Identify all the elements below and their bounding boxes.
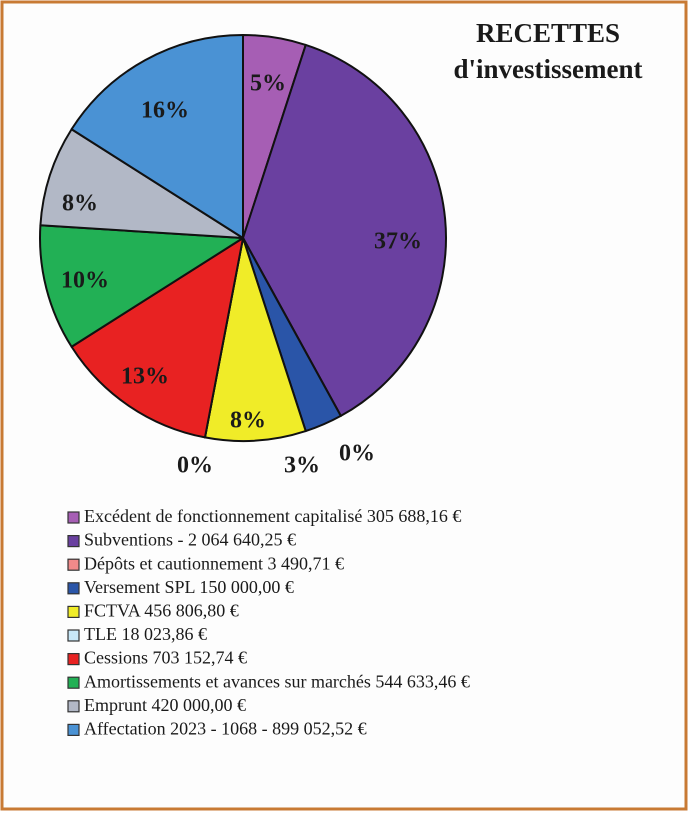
legend-swatch — [67, 652, 80, 666]
pie-slice — [39, 224, 244, 348]
legend-label: Versement SPL 150 000,00 € — [84, 577, 294, 597]
slice-label: 0% — [177, 453, 213, 479]
legend-label: TLE 18 023,86 € — [84, 624, 207, 644]
pie-slice — [39, 128, 244, 239]
legend-swatch — [67, 676, 80, 689]
pie-slice — [70, 237, 244, 439]
legend-label: FCTVA 456 806,80 € — [84, 601, 239, 621]
pie-slice — [242, 43, 447, 417]
slice-label: 16% — [141, 98, 189, 124]
legend-swatch — [67, 605, 80, 619]
legend-swatch — [67, 582, 80, 595]
chart-title: RECETTES — [476, 18, 620, 48]
legend-label: Cessions 703 152,74 € — [84, 648, 247, 668]
legend-swatch — [67, 723, 80, 737]
slice-label: 3% — [284, 453, 320, 479]
pie-slice — [203, 237, 307, 442]
pie-slice — [70, 34, 244, 239]
legend-swatch — [67, 629, 80, 642]
chart-subtitle: d'investissement — [454, 54, 643, 84]
slice-label: 37% — [374, 229, 422, 255]
slice-label: 8% — [62, 191, 98, 217]
slice-label: 13% — [121, 364, 169, 390]
legend-swatch — [67, 534, 80, 548]
legend-label: Amortissements et avances sur marchés 54… — [84, 671, 470, 691]
legend-label: Subventions - 2 064 640,25 € — [84, 530, 296, 550]
slice-label: 8% — [230, 408, 266, 434]
legend-label: Dépôts et cautionnement 3 490,71 € — [84, 553, 344, 573]
slice-label: 5% — [250, 71, 286, 97]
legend-swatch — [67, 558, 80, 571]
legend-label: Emprunt 420 000,00 € — [84, 695, 246, 715]
legend-label: Excédent de fonctionnement capitalisé 30… — [84, 506, 461, 526]
slice-label: 10% — [61, 268, 109, 294]
legend-swatch — [67, 511, 80, 524]
legend-swatch — [67, 700, 80, 713]
slice-label: 0% — [339, 441, 375, 467]
legend-label: Affectation 2023 - 1068 - 899 052,52 € — [84, 719, 367, 739]
